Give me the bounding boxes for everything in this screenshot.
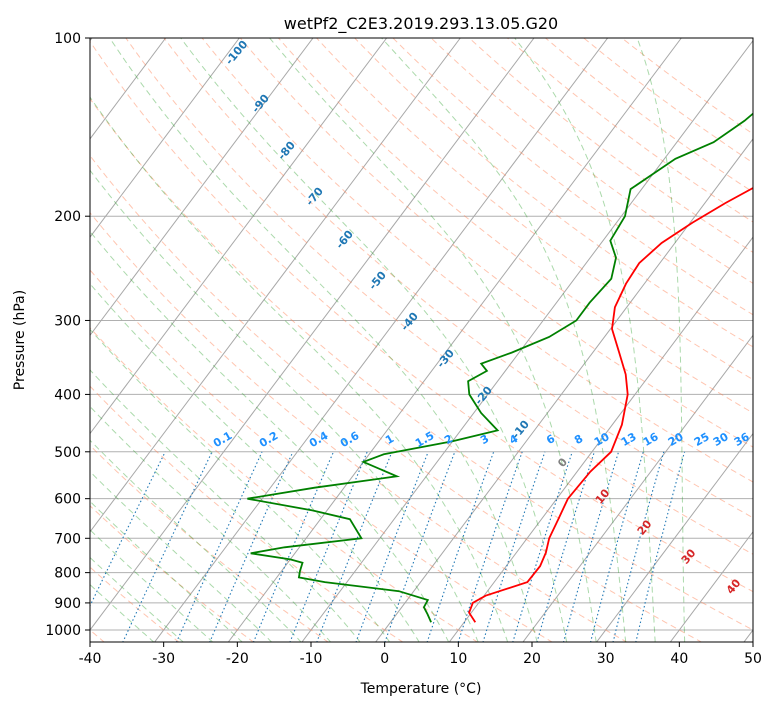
isotherm--80: [90, 38, 240, 238]
y-tick-label: 700: [54, 531, 81, 547]
x-tick-label: 0: [380, 651, 389, 667]
mixing-ratio-16: [536, 451, 595, 642]
plot-area: -100-90-80-70-60-50-40-30-20-100.1 0.2 0.4…: [90, 38, 753, 642]
moist-adiabat--14: [90, 470, 273, 642]
moist-adiabat--6: [90, 405, 332, 642]
y-tick-label: 800: [54, 566, 81, 582]
moist-adiabat-22: [109, 38, 538, 642]
isotherm--20: [227, 38, 682, 642]
dry-adiabat-140: [392, 38, 753, 316]
moist-adiabat--2: [90, 369, 361, 642]
moist-adiabat-26: [180, 38, 568, 642]
isotherm--30: [154, 38, 609, 642]
x-tick-label: 10: [449, 651, 467, 667]
series-line-0: [468, 186, 753, 623]
dry-adiabat-50: [90, 97, 753, 631]
moist-adiabat-42: [636, 38, 686, 642]
moist-adiabat--18: [90, 500, 243, 642]
mixing-ratio-10: [482, 451, 546, 642]
moist-adiabat-6: [90, 283, 420, 642]
mixing-ratio-36: [635, 451, 686, 642]
moist-adiabat-14: [90, 169, 479, 642]
moist-adiabats: [90, 38, 686, 642]
dry-adiabat-0: [90, 385, 404, 642]
mixing-ratio-3: [355, 451, 429, 642]
x-axis-label: Temperature (°C): [360, 681, 482, 697]
mixing-ratio-4: [384, 451, 456, 642]
chart-title: wetPf2_C2E3.2019.293.13.05.G20: [284, 14, 558, 34]
dry-adiabat-80: [163, 38, 753, 519]
dry-adiabat-100: [239, 38, 753, 448]
moist-adiabat--30: [90, 583, 155, 642]
x-axis: -40 -30 -20 -10 0 10 20 30 40 50: [79, 642, 762, 667]
isotherm--60: [90, 38, 388, 435]
mixing-ratio-25: [590, 451, 644, 642]
dry-adiabat-130: [354, 38, 753, 348]
y-axis-label: Pressure (hPa): [12, 290, 28, 390]
y-tick-label: 300: [54, 313, 81, 329]
moist-adiabat-18: [90, 96, 509, 642]
moist-adiabat-38: [514, 38, 656, 642]
isotherm--10: [301, 39, 753, 642]
plot-frame: [89, 37, 754, 643]
y-tick-label: 600: [54, 492, 81, 508]
mixing-ratio-1.5: [289, 451, 368, 642]
y-tick-label: 200: [54, 209, 81, 225]
dry-adiabat-30: [90, 211, 628, 642]
x-tick-label: -20: [226, 651, 249, 667]
dry-adiabat-70: [125, 38, 753, 555]
y-tick-label: 900: [54, 596, 81, 612]
isotherm--40: [90, 38, 535, 631]
moist-adiabat--10: [90, 439, 302, 642]
isotherm-20: [522, 334, 753, 642]
moist-adiabat--22: [90, 529, 214, 642]
x-tick-label: 20: [523, 651, 541, 667]
mixing-ratio-13: [512, 451, 573, 642]
y-axis: 100 200 300 400 500 600 700 800 900 1000: [45, 31, 90, 639]
y-tick-label: 500: [54, 445, 81, 461]
moist-adiabat-34: [381, 38, 627, 642]
isotherm-40: [669, 530, 753, 642]
isotherm-gridlines: [90, 38, 753, 642]
mixing-ratio-1: [253, 451, 335, 642]
y-tick-label: 1000: [45, 623, 81, 639]
dry-adiabat-20: [90, 269, 554, 642]
x-tick-label: 40: [670, 651, 688, 667]
x-tick-label: -40: [79, 651, 102, 667]
isobar-gridlines: [90, 38, 753, 631]
y-tick-label: 100: [54, 31, 81, 47]
dry-adiabat-40: [90, 154, 703, 642]
mixing-ratio-20: [562, 451, 620, 642]
moist-adiabat-10: [90, 230, 450, 642]
isotherm-10: [448, 236, 753, 642]
dry-adiabat-60: [90, 40, 753, 593]
isotherm-30: [596, 432, 753, 642]
isotherm-0: [375, 138, 753, 642]
dry-adiabat-90: [201, 38, 753, 483]
mixing-ratio-lines: [90, 451, 686, 642]
moist-adiabat--26: [90, 556, 184, 642]
dry-adiabat-150: [430, 38, 753, 284]
moist-adiabat-2: [90, 328, 391, 642]
mixing-ratio-30: [612, 451, 665, 642]
x-tick-label: -10: [300, 651, 323, 667]
isotherm--70: [90, 38, 314, 337]
x-tick-label: 30: [597, 651, 615, 667]
mixing-ratio-0.4: [176, 451, 263, 642]
mixing-ratio-6: [426, 451, 495, 642]
x-tick-label: 50: [744, 651, 762, 667]
mixing-ratio-8: [457, 451, 523, 642]
series-line-1: [247, 112, 753, 623]
mixing-ratio-2: [316, 451, 393, 642]
isotherm--50: [90, 38, 461, 533]
x-tick-label: -30: [152, 651, 175, 667]
profile-series: [247, 112, 753, 623]
moist-adiabat-30: [269, 38, 597, 642]
y-tick-label: 400: [54, 387, 81, 403]
